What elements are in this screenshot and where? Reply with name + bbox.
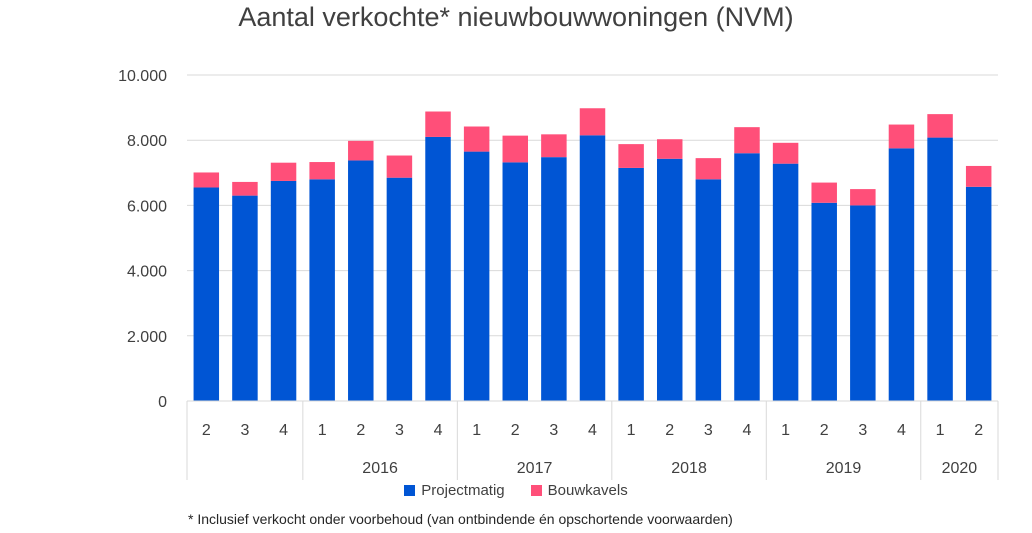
legend-item-projectmatig: Projectmatig [404,482,505,499]
x-tick-label: 2 [511,422,520,439]
x-tick-label: 2 [665,422,674,439]
legend-item-bouwkavels: Bouwkavels [530,482,628,499]
bar-projectmatig [502,162,529,401]
x-tick-label: 1 [781,422,790,439]
bar-bouwkavels [270,162,297,181]
x-tick-label: 3 [858,422,867,439]
bar-projectmatig [656,158,683,401]
x-tick-label: 2 [974,422,983,439]
bar-bouwkavels [579,108,606,136]
bar-bouwkavels [232,181,258,196]
bar-projectmatig [270,180,297,401]
y-tick-label: 6.000 [127,198,167,215]
x-tick-label: 3 [549,422,558,439]
y-tick-label: 2.000 [127,329,167,346]
bar-bouwkavels [463,126,490,152]
bar-bouwkavels [772,142,799,164]
footnote: * Inclusief verkocht onder voorbehoud (v… [188,511,733,527]
x-tick-label: 1 [472,422,481,439]
bar-projectmatig [734,153,760,401]
x-tick-label: 4 [897,422,906,439]
bar-bouwkavels [348,140,374,161]
bar-projectmatig [386,177,413,401]
year-label: 2018 [671,460,707,477]
bar-projectmatig [425,136,451,401]
year-label: 2019 [826,460,862,477]
year-label: 2016 [362,460,398,477]
legend-swatch-projectmatig [404,485,416,496]
x-tick-label: 3 [240,422,249,439]
x-tick-label: 2 [202,422,211,439]
x-tick-label: 2 [820,422,829,439]
x-tick-label: 1 [936,422,945,439]
bar-projectmatig [579,135,606,401]
bar-projectmatig [232,195,258,401]
bar-bouwkavels [656,139,683,159]
year-label: 2017 [517,460,553,477]
bar-bouwkavels [734,127,760,154]
x-tick-label: 3 [395,422,404,439]
bar-projectmatig [772,163,799,401]
bar-bouwkavels [618,144,644,168]
legend-label-projectmatig: Projectmatig [421,482,505,499]
x-tick-label: 1 [318,422,327,439]
bar-projectmatig [965,186,992,401]
legend-swatch-bouwkavels [530,485,542,496]
y-tick-label: 0 [158,394,167,411]
bar-bouwkavels [695,158,722,180]
bar-projectmatig [463,151,490,401]
bar-projectmatig [193,187,220,401]
x-tick-label: 4 [588,422,597,439]
bar-bouwkavels [309,162,335,180]
legend-label-bouwkavels: Bouwkavels [547,482,628,499]
bar-bouwkavels [193,172,220,188]
bar-projectmatig [348,160,374,401]
bar-bouwkavels [541,134,567,158]
bar-projectmatig [618,167,644,401]
bar-bouwkavels [425,111,451,137]
bar-projectmatig [695,179,722,401]
bar-bouwkavels [927,114,953,138]
bar-projectmatig [811,202,837,401]
bar-bouwkavels [888,124,915,149]
bar-bouwkavels [850,189,876,206]
legend: Projectmatig Bouwkavels [0,482,1032,499]
x-tick-label: 2 [356,422,365,439]
bar-bouwkavels [811,182,837,203]
chart-title: Aantal verkochte* nieuwbouwwoningen (NVM… [238,2,794,32]
bar-projectmatig [927,137,953,402]
x-tick-label: 4 [743,422,752,439]
x-tick-label: 4 [279,422,288,439]
year-label: 2020 [942,460,978,477]
y-tick-label: 4.000 [127,264,167,281]
bar-bouwkavels [965,165,992,187]
x-tick-label: 1 [627,422,636,439]
bar-projectmatig [850,205,876,401]
bar-projectmatig [309,179,335,401]
y-tick-label: 8.000 [127,133,167,150]
x-tick-label: 3 [704,422,713,439]
y-tick-label: 10.000 [118,68,167,85]
bar-bouwkavels [502,135,529,163]
bar-projectmatig [888,148,915,401]
bar-projectmatig [541,157,567,401]
x-tick-label: 4 [434,422,443,439]
bar-bouwkavels [386,155,413,178]
